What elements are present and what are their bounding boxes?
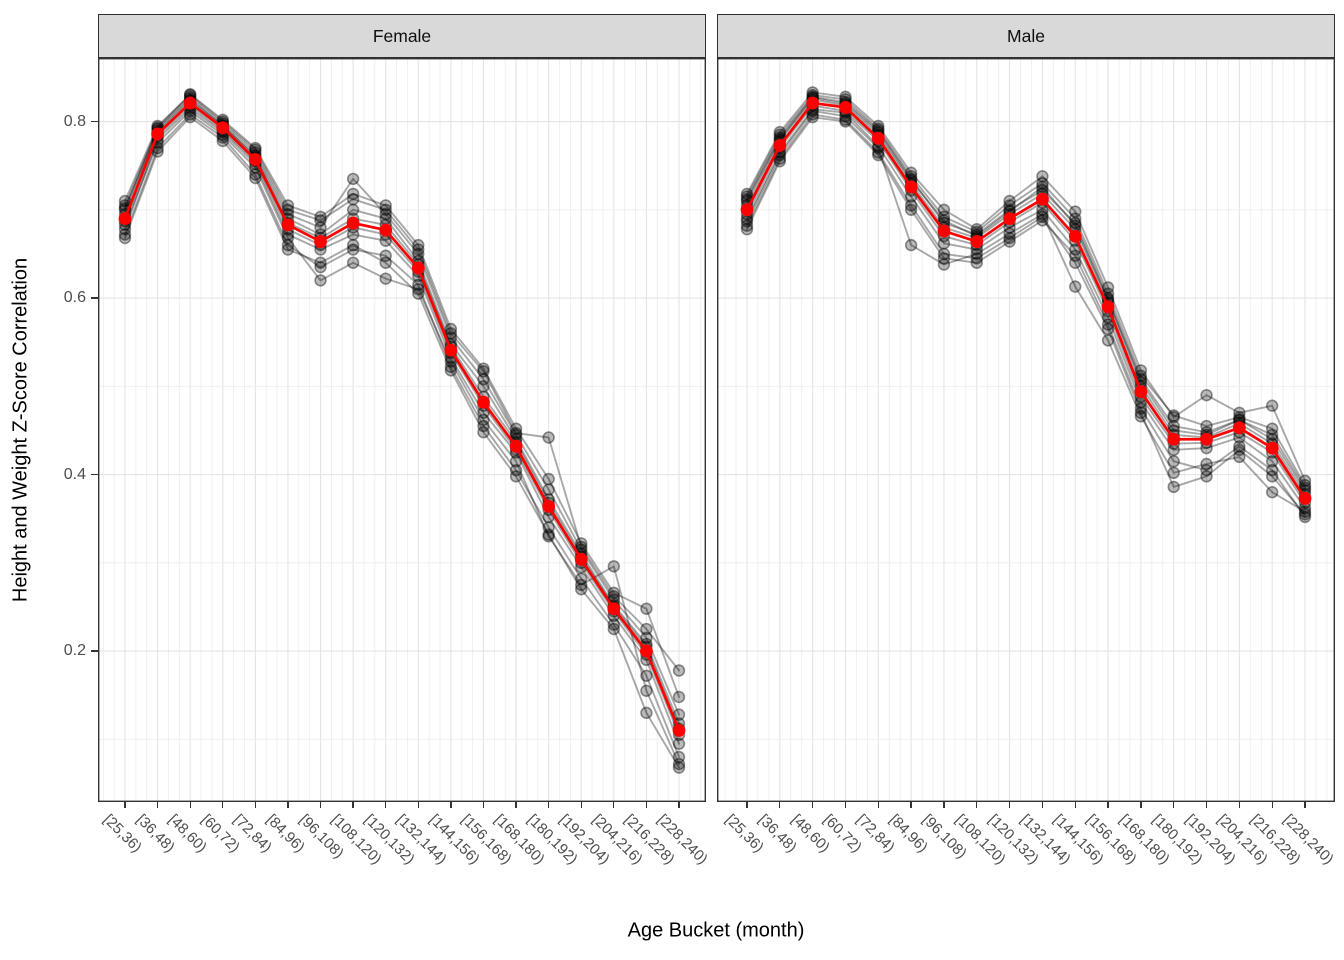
x-tick [222, 802, 224, 808]
facet-panel-female [98, 58, 706, 802]
x-tick [156, 802, 159, 808]
y-tick [91, 650, 98, 652]
x-tick [1238, 802, 1240, 808]
x-tick [811, 802, 814, 808]
x-tick [976, 802, 978, 808]
x-tick [1173, 802, 1175, 808]
gridlines [98, 58, 706, 802]
panel-border [717, 58, 1335, 802]
x-tick [613, 802, 615, 808]
x-tick [385, 802, 387, 808]
x-tick [417, 802, 419, 808]
facet-strip-female: Female [98, 14, 706, 58]
y-axis-title: Height and Weight Z-Score Correlation [9, 257, 32, 603]
x-tick [1205, 802, 1208, 808]
x-tick [580, 802, 582, 808]
x-tick [877, 802, 879, 808]
x-tick [482, 802, 485, 808]
x-tick [1140, 802, 1142, 808]
facet-panel-male [717, 58, 1335, 802]
facet-strip-label: Female [372, 25, 432, 46]
x-tick [1041, 802, 1044, 808]
x-tick [450, 802, 452, 808]
y-tick-label: 0.2 [63, 642, 86, 660]
y-tick-label: 0.4 [63, 465, 86, 483]
x-tick [678, 802, 680, 808]
facet-strip-male: Male [717, 14, 1335, 58]
y-tick-label: 0.8 [63, 112, 86, 130]
x-tick [1008, 802, 1011, 808]
x-tick [1107, 802, 1109, 808]
x-tick [319, 802, 322, 808]
x-tick [254, 802, 256, 808]
x-tick [1271, 802, 1273, 808]
mean-series [740, 96, 1312, 505]
facet-strip-label: Male [1007, 25, 1045, 46]
y-tick [91, 473, 98, 476]
x-tick [547, 802, 550, 808]
x-tick [1074, 802, 1076, 808]
x-tick [515, 802, 517, 808]
x-tick [779, 802, 781, 808]
individual-series [118, 87, 686, 774]
y-tick [91, 297, 98, 299]
panel-border [98, 58, 706, 802]
x-tick [124, 802, 126, 808]
x-tick [910, 802, 912, 808]
x-tick [189, 802, 191, 808]
y-tick-label: 0.6 [63, 289, 86, 307]
x-axis-title: Age Bucket (month) [627, 919, 805, 942]
x-tick [1304, 802, 1306, 808]
mean-series [118, 96, 686, 737]
x-tick [746, 802, 748, 808]
x-tick [352, 802, 354, 808]
gridlines [717, 58, 1335, 802]
individual-series [740, 86, 1312, 524]
x-tick [645, 802, 648, 808]
x-tick [287, 802, 289, 808]
x-tick [844, 802, 847, 808]
y-tick [91, 120, 98, 123]
x-tick [943, 802, 945, 808]
